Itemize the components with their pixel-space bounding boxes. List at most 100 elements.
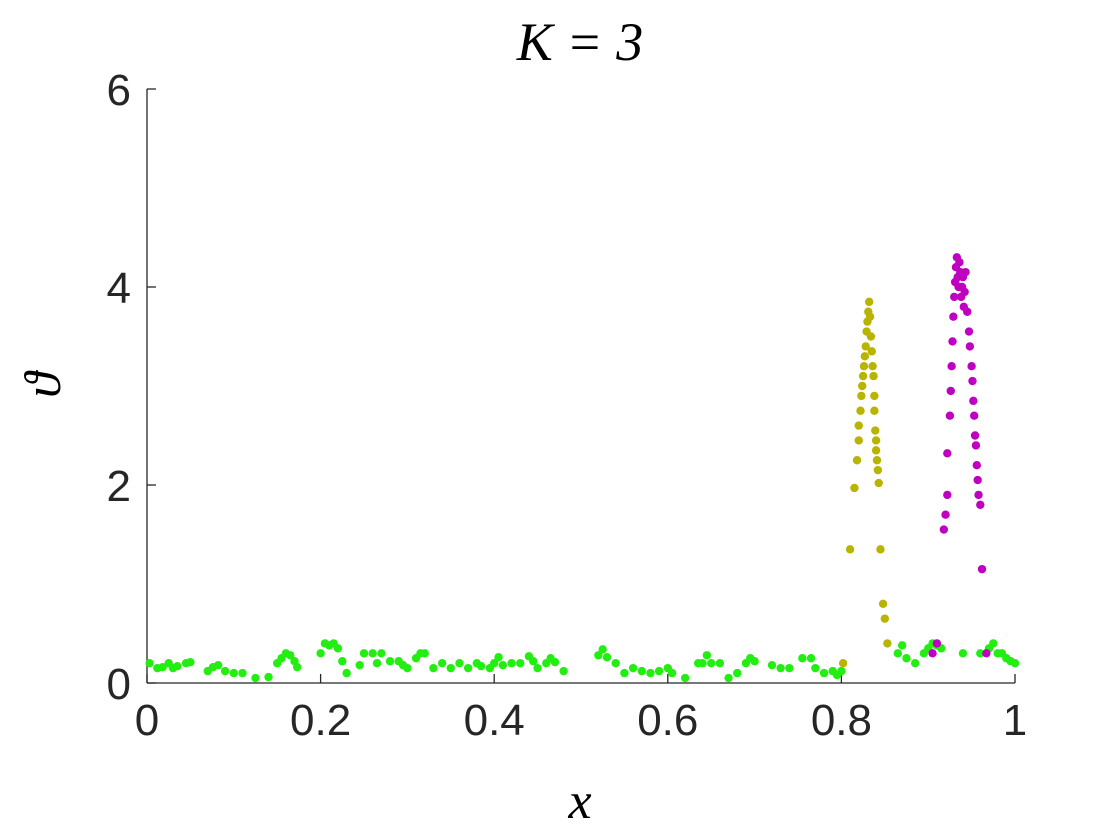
- data-point: [158, 662, 167, 672]
- data-point: [811, 663, 820, 673]
- data-point: [654, 666, 664, 676]
- data-point: [946, 386, 955, 396]
- x-tick-label: 0.6: [637, 696, 698, 745]
- data-point: [837, 666, 846, 676]
- data-point: [446, 663, 455, 673]
- data-point: [145, 659, 154, 668]
- data-point: [932, 639, 942, 648]
- data-point: [598, 645, 607, 654]
- data-point: [838, 659, 848, 668]
- x-tick-label: 0.2: [290, 696, 351, 745]
- data-point: [338, 657, 347, 666]
- data-point: [943, 490, 952, 500]
- data-point: [342, 668, 351, 678]
- data-point: [945, 411, 955, 420]
- data-point: [971, 441, 981, 450]
- data-point: [359, 649, 369, 658]
- x-tick-label: 0.8: [811, 696, 872, 745]
- data-point: [861, 342, 870, 351]
- data-point: [955, 258, 964, 267]
- data-point: [620, 668, 629, 678]
- data-point: [870, 406, 879, 415]
- data-point: [961, 267, 970, 277]
- y-tick-label: 4: [107, 264, 131, 313]
- data-point: [871, 426, 880, 435]
- data-point: [559, 666, 568, 676]
- data-point: [529, 657, 538, 666]
- data-point: [229, 668, 238, 678]
- data-point: [880, 614, 889, 623]
- data-point: [976, 500, 985, 509]
- data-point: [969, 396, 978, 406]
- data-point: [902, 654, 911, 663]
- data-point: [939, 525, 949, 534]
- data-point: [977, 564, 987, 574]
- data-point: [845, 545, 855, 554]
- data-point: [186, 658, 195, 667]
- x-axis-label: x: [567, 773, 591, 830]
- data-point: [264, 672, 273, 682]
- data-point: [970, 411, 979, 420]
- data-point: [767, 660, 777, 670]
- data-point: [970, 431, 980, 440]
- data-point: [964, 327, 974, 336]
- data-point: [968, 376, 977, 386]
- data-point: [963, 307, 972, 316]
- data-point: [883, 639, 892, 648]
- data-point: [238, 668, 247, 678]
- data-point: [897, 641, 907, 650]
- data-point: [859, 362, 869, 371]
- data-point: [286, 651, 295, 660]
- data-point: [870, 391, 879, 401]
- data-point: [948, 337, 957, 346]
- data-point: [860, 352, 870, 361]
- data-point: [646, 668, 655, 678]
- data-point: [868, 362, 877, 371]
- data-point: [972, 461, 982, 470]
- data-point: [958, 649, 968, 658]
- data-point: [867, 347, 876, 356]
- data-points: [145, 253, 1020, 683]
- data-point: [943, 449, 952, 458]
- data-point: [850, 483, 859, 493]
- axes: 0 0.2 0.4 0.6 0.8 1 0 2 4 6: [107, 66, 1028, 745]
- x-tick-label: 1: [1003, 696, 1027, 745]
- data-point: [611, 659, 620, 668]
- data-point: [973, 475, 982, 485]
- data-point: [871, 436, 881, 445]
- data-point: [173, 661, 182, 671]
- data-point: [403, 663, 412, 673]
- data-point: [702, 651, 712, 660]
- data-point: [776, 663, 785, 673]
- data-point: [893, 649, 903, 658]
- x-tick-label: 0.4: [464, 696, 525, 745]
- data-point: [858, 381, 867, 391]
- data-point: [498, 660, 508, 670]
- y-tick-label: 2: [107, 462, 131, 511]
- data-point: [667, 668, 677, 678]
- data-point: [871, 446, 881, 455]
- data-point: [251, 673, 260, 683]
- data-point: [941, 510, 950, 519]
- data-point: [865, 312, 875, 321]
- y-axis-label: ϑ: [15, 370, 72, 398]
- data-point: [949, 312, 958, 321]
- data-point: [213, 660, 223, 670]
- data-point: [715, 659, 725, 668]
- data-point: [852, 456, 862, 465]
- data-point: [494, 653, 503, 662]
- data-point: [680, 673, 690, 683]
- data-point: [476, 661, 486, 671]
- data-point: [429, 663, 438, 673]
- data-point: [724, 673, 733, 683]
- data-point: [967, 362, 976, 371]
- data-point: [1010, 659, 1020, 668]
- data-point: [637, 666, 646, 676]
- data-point: [873, 465, 883, 475]
- data-point: [864, 297, 874, 307]
- data-point: [490, 659, 499, 668]
- data-point: [874, 478, 883, 488]
- data-point: [856, 406, 865, 415]
- data-point: [602, 653, 612, 662]
